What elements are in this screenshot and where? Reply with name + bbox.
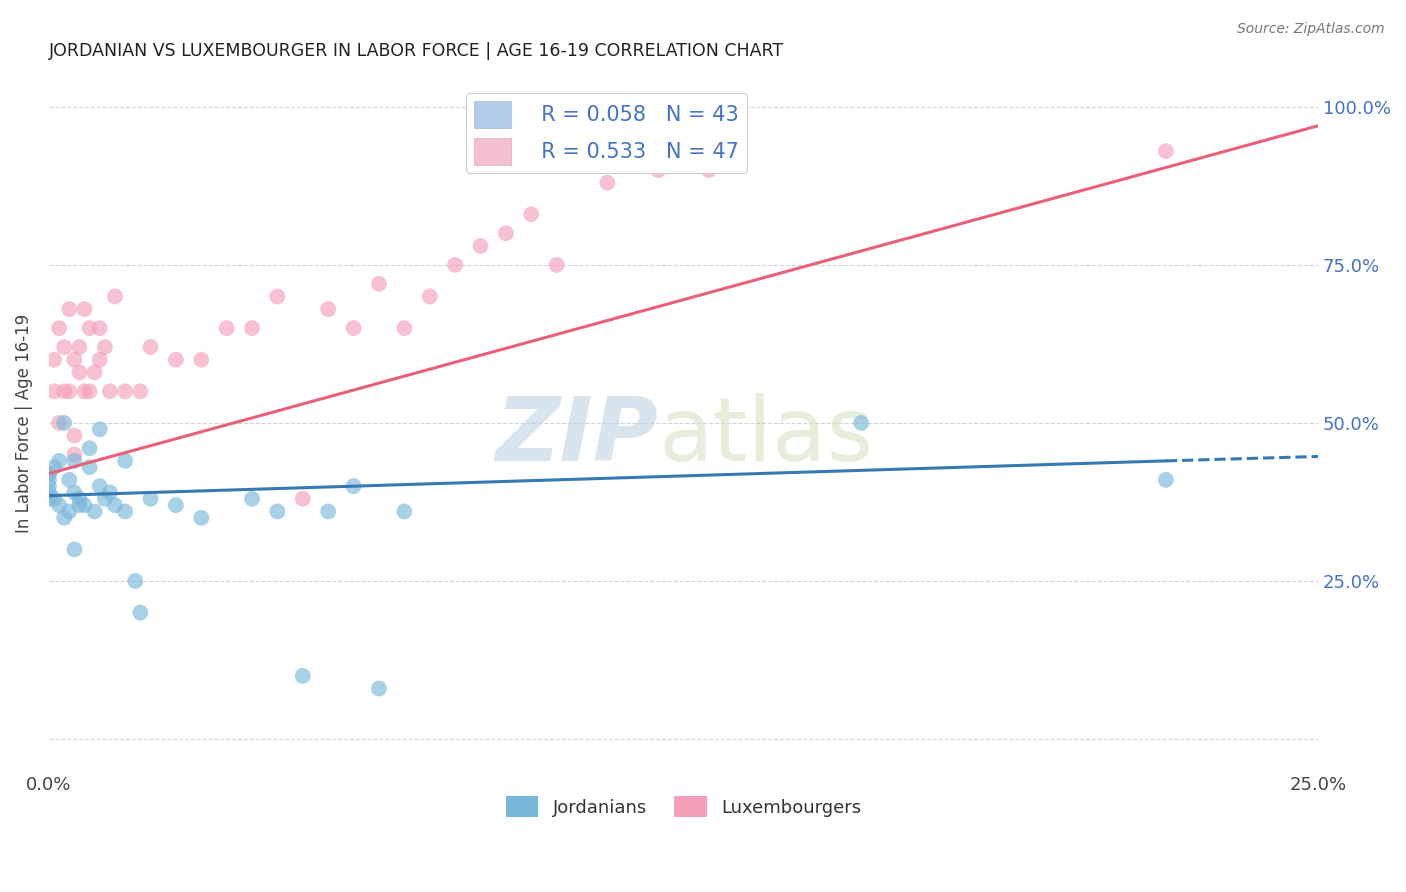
Point xyxy=(1154,144,1177,158)
Point xyxy=(94,491,117,506)
Point xyxy=(79,384,101,399)
Point xyxy=(114,504,136,518)
Point xyxy=(38,479,60,493)
Point xyxy=(42,384,65,399)
Point xyxy=(266,289,288,303)
Point xyxy=(129,384,152,399)
Point xyxy=(38,491,60,506)
Point xyxy=(104,289,127,303)
Point xyxy=(63,454,86,468)
Point xyxy=(53,340,76,354)
Point xyxy=(190,352,212,367)
Point xyxy=(38,485,60,500)
Point xyxy=(58,384,80,399)
Point xyxy=(520,207,543,221)
Point xyxy=(139,340,162,354)
Point xyxy=(89,479,111,493)
Point xyxy=(63,542,86,557)
Point xyxy=(647,163,669,178)
Point xyxy=(419,289,441,303)
Point xyxy=(368,277,391,291)
Point xyxy=(67,365,90,379)
Point xyxy=(129,606,152,620)
Point xyxy=(342,321,364,335)
Point xyxy=(83,504,105,518)
Text: ZIP: ZIP xyxy=(495,393,658,481)
Point xyxy=(42,352,65,367)
Point xyxy=(89,321,111,335)
Point xyxy=(240,491,263,506)
Point xyxy=(79,442,101,456)
Point xyxy=(470,239,492,253)
Point xyxy=(291,491,314,506)
Point xyxy=(58,302,80,317)
Point xyxy=(38,467,60,481)
Point xyxy=(697,163,720,178)
Point xyxy=(546,258,568,272)
Point xyxy=(53,510,76,524)
Point xyxy=(266,504,288,518)
Point xyxy=(316,302,339,317)
Point xyxy=(114,384,136,399)
Point xyxy=(63,352,86,367)
Point xyxy=(215,321,238,335)
Point xyxy=(165,498,187,512)
Point xyxy=(67,498,90,512)
Point xyxy=(83,365,105,379)
Point xyxy=(42,491,65,506)
Point xyxy=(67,340,90,354)
Point xyxy=(73,384,96,399)
Point xyxy=(48,416,70,430)
Point xyxy=(114,454,136,468)
Point xyxy=(73,498,96,512)
Point xyxy=(104,498,127,512)
Point xyxy=(42,460,65,475)
Point xyxy=(53,384,76,399)
Point xyxy=(1154,473,1177,487)
Text: Source: ZipAtlas.com: Source: ZipAtlas.com xyxy=(1237,22,1385,37)
Point xyxy=(316,504,339,518)
Point xyxy=(291,669,314,683)
Point xyxy=(53,416,76,430)
Point xyxy=(89,352,111,367)
Point xyxy=(596,176,619,190)
Point xyxy=(58,473,80,487)
Point xyxy=(94,340,117,354)
Point xyxy=(48,454,70,468)
Point xyxy=(165,352,187,367)
Point xyxy=(89,422,111,436)
Text: JORDANIAN VS LUXEMBOURGER IN LABOR FORCE | AGE 16-19 CORRELATION CHART: JORDANIAN VS LUXEMBOURGER IN LABOR FORCE… xyxy=(49,42,785,60)
Y-axis label: In Labor Force | Age 16-19: In Labor Force | Age 16-19 xyxy=(15,313,32,533)
Point xyxy=(58,504,80,518)
Point xyxy=(495,227,517,241)
Point xyxy=(124,574,146,588)
Point xyxy=(98,485,121,500)
Point xyxy=(394,321,416,335)
Point xyxy=(240,321,263,335)
Point xyxy=(38,467,60,481)
Point xyxy=(63,448,86,462)
Point xyxy=(342,479,364,493)
Legend: Jordanians, Luxembourgers: Jordanians, Luxembourgers xyxy=(499,789,869,824)
Point xyxy=(48,321,70,335)
Point xyxy=(63,485,86,500)
Point xyxy=(139,491,162,506)
Point xyxy=(79,460,101,475)
Point xyxy=(98,384,121,399)
Point xyxy=(79,321,101,335)
Point xyxy=(444,258,467,272)
Point xyxy=(73,302,96,317)
Point xyxy=(63,428,86,442)
Point xyxy=(190,510,212,524)
Point xyxy=(67,491,90,506)
Point xyxy=(394,504,416,518)
Point xyxy=(368,681,391,696)
Text: atlas: atlas xyxy=(658,393,873,481)
Point xyxy=(38,473,60,487)
Point xyxy=(48,498,70,512)
Point xyxy=(851,416,873,430)
